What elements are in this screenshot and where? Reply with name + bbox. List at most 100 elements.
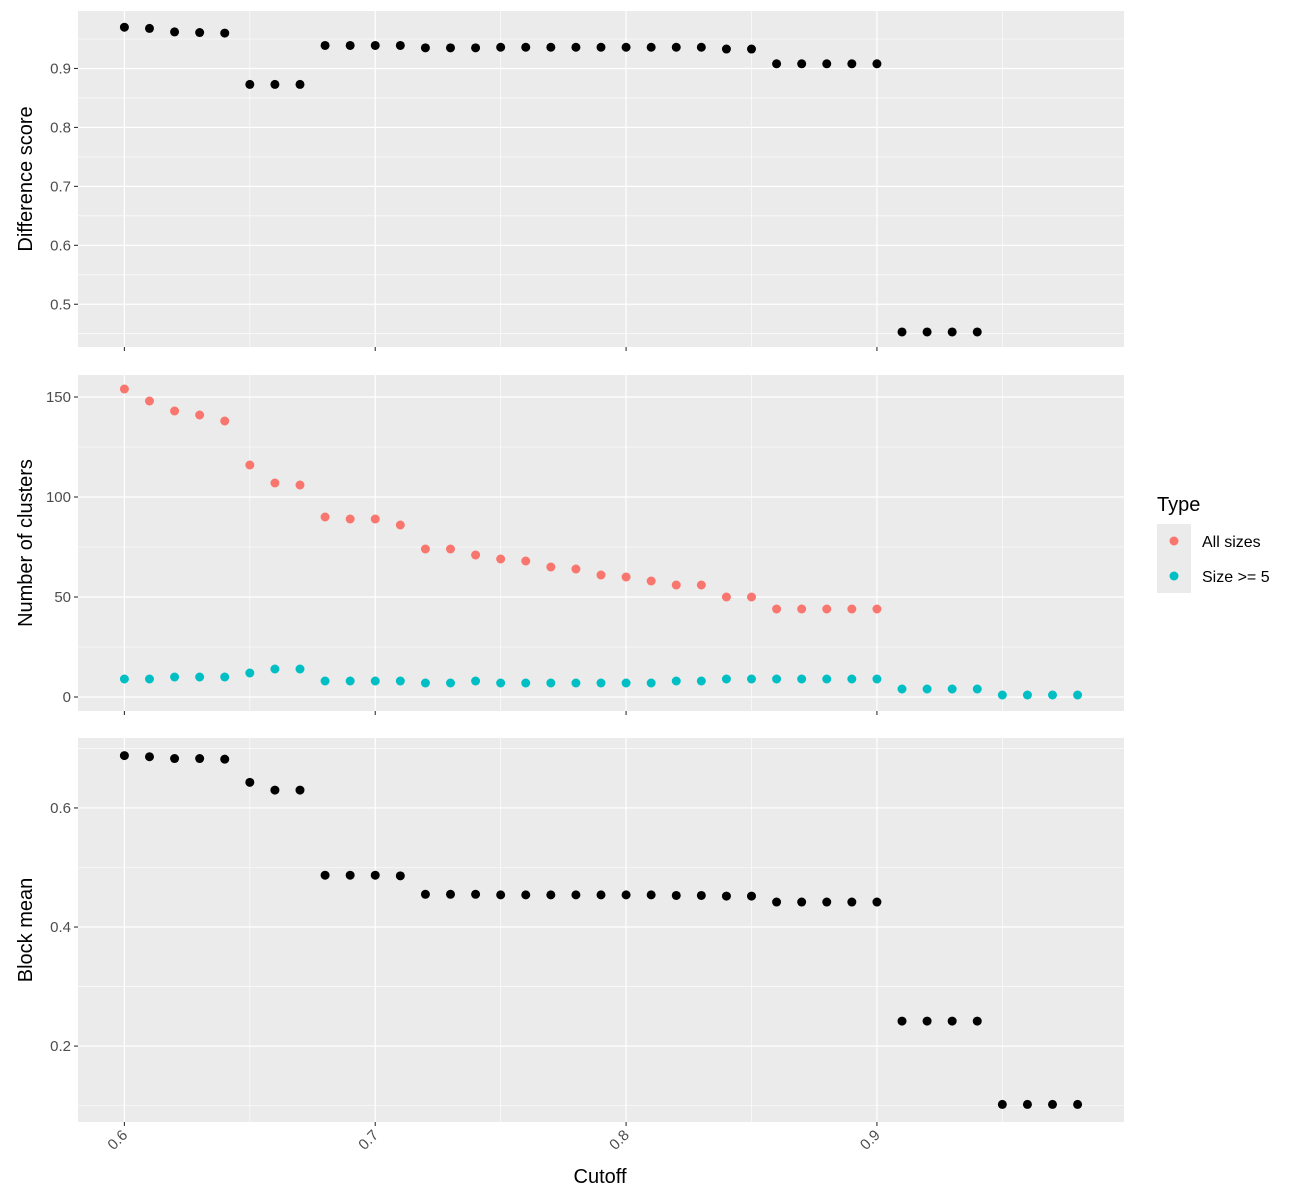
data-point [345,40,355,50]
data-point [395,871,405,881]
panel-background [78,11,1124,347]
data-point [546,42,556,52]
data-point [997,1099,1007,1109]
data-point [270,478,280,488]
data-point [1022,1099,1032,1109]
data-point [621,572,631,582]
data-point [571,42,581,52]
data-point [320,512,330,522]
y-tick-label: 0.6 [50,237,71,254]
data-point [521,890,531,900]
data-point [897,327,907,337]
data-point [295,79,305,89]
panel-1: 0.5 0.6 0.7 0.8 0.9 Difference score [15,11,1124,351]
data-point [646,576,656,586]
data-point [772,897,782,907]
data-point [320,676,330,686]
data-point [370,676,380,686]
y-tick-label: 150 [46,389,71,406]
data-point [721,44,731,54]
data-point [696,676,706,686]
data-point [571,678,581,688]
data-point [395,676,405,686]
data-point [822,59,832,69]
data-point [872,897,882,907]
data-point [144,396,154,406]
data-point [496,678,506,688]
data-point [245,79,255,89]
data-point [822,897,832,907]
panel-3: 0.2 0.4 0.6 Block mean [15,738,1124,1126]
data-point [972,327,982,337]
legend: Type All sizes Size >= 5 [1157,494,1270,593]
panel-background [78,738,1124,1122]
data-point [947,1016,957,1026]
data-point [1073,1099,1083,1109]
y-tick-label: 0 [63,689,71,706]
data-point [521,556,531,566]
data-point [420,678,430,688]
y-tick-label: 0.8 [50,119,71,136]
x-tick-label: 0.9 [857,1127,884,1154]
data-point [646,890,656,900]
data-point [496,554,506,564]
data-point [170,754,180,764]
series-all-sizes [119,384,882,614]
data-point [119,751,129,761]
data-point [546,678,556,688]
data-point [872,674,882,684]
data-point [471,43,481,53]
data-point [119,384,129,394]
data-point [270,664,280,674]
data-point [872,59,882,69]
data-point [847,59,857,69]
data-point [546,890,556,900]
data-point [395,40,405,50]
y-tick-label: 0.9 [50,60,71,77]
data-point [671,580,681,590]
y-tick-label: 0.6 [50,800,71,817]
data-point [170,406,180,416]
y-axis-title: Number of clusters [15,459,37,627]
y-tick-label: 0.2 [50,1038,71,1055]
data-point [596,42,606,52]
data-point [420,889,430,899]
data-point [345,870,355,880]
y-tick-label: 0.5 [50,296,71,313]
x-tick-label: 0.7 [355,1127,382,1154]
chart-panels: 0.5 0.6 0.7 0.8 0.9 Difference score 0 50 100 150… [15,11,1124,1126]
data-point [997,690,1007,700]
x-axis-title: Cutoff [574,1166,627,1188]
data-point [395,520,405,530]
data-point [295,664,305,674]
data-point [345,676,355,686]
panel-background [78,375,1124,711]
data-point [922,1016,932,1026]
data-point [797,59,807,69]
data-point [521,42,531,52]
data-point [772,59,782,69]
data-point [922,684,932,694]
data-point [797,604,807,614]
data-point [847,897,857,907]
y-tick-label: 0.4 [50,919,71,936]
data-point [320,40,330,50]
data-point [144,23,154,33]
data-point [1022,690,1032,700]
data-point [747,44,757,54]
data-point [245,777,255,787]
data-point [1048,690,1058,700]
data-point [897,1016,907,1026]
data-point [721,592,731,602]
data-point [747,891,757,901]
legend-label-size-5: Size >= 5 [1202,569,1270,586]
data-point [696,580,706,590]
data-point [270,785,280,795]
data-point [471,889,481,899]
data-point [144,674,154,684]
data-point [420,544,430,554]
data-point [220,754,230,764]
x-axis: 0.6 0.7 0.8 0.9 [104,1127,883,1154]
data-point [671,42,681,52]
